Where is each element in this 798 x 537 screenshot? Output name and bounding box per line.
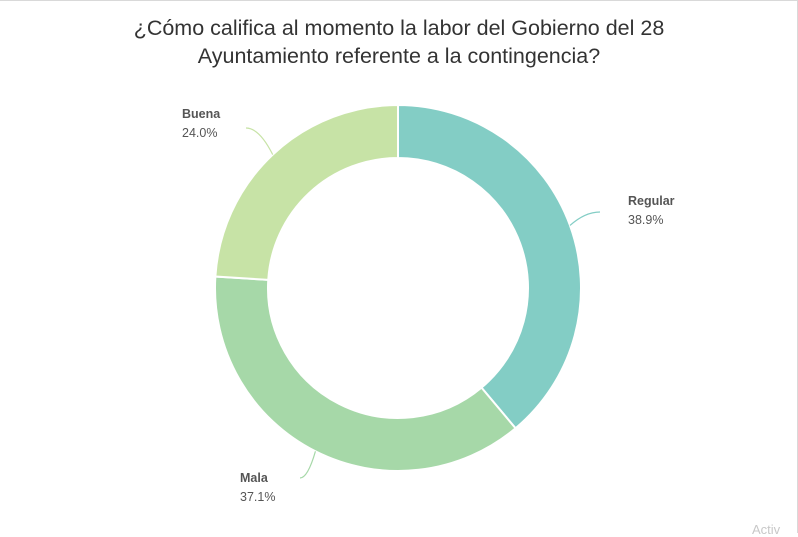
leader-line-mala xyxy=(299,451,317,479)
slices-layer xyxy=(214,103,582,472)
labels-layer: Regular 38.9% Mala 37.1% Buena 24.0% xyxy=(182,107,675,504)
slice-label-mala: Mala xyxy=(240,471,269,485)
leader-line-regular xyxy=(569,211,601,226)
activation-watermark: Activ xyxy=(752,522,781,537)
top-border xyxy=(0,0,798,1)
slice-value-mala: 37.1% xyxy=(240,490,275,504)
leader-lines-layer xyxy=(245,127,601,479)
slice-label-regular: Regular xyxy=(628,194,675,208)
slice-value-regular: 38.9% xyxy=(628,213,663,227)
slice-value-buena: 24.0% xyxy=(182,126,217,140)
slice-label-buena: Buena xyxy=(182,107,221,121)
chart-title: ¿Cómo califica al momento la labor del G… xyxy=(0,14,798,70)
slice-regular xyxy=(397,103,582,430)
chart-title-line-1: ¿Cómo califica al momento la labor del G… xyxy=(133,16,665,40)
chart-title-line-2: Ayuntamiento referente a la contingencia… xyxy=(197,44,601,68)
slice-mala xyxy=(214,275,517,472)
slice-buena xyxy=(214,103,399,281)
leader-line-buena xyxy=(245,127,274,155)
